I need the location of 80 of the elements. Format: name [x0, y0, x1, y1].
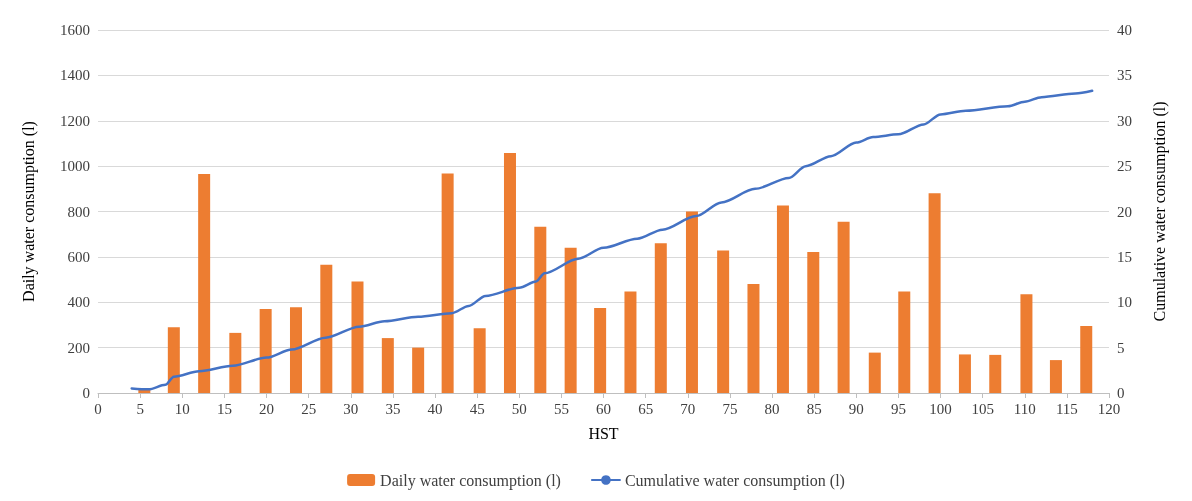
bar: [807, 251, 820, 393]
bar: [381, 338, 394, 393]
legend-label: Cumulative water consumption (l): [624, 471, 845, 490]
bar: [351, 281, 364, 393]
x-tick-label: 90: [848, 400, 864, 417]
x-tick-label: 70: [680, 400, 696, 417]
y-tick-label: 1200: [60, 112, 90, 129]
y-tick-label: 600: [67, 248, 90, 265]
y-axis-title: Daily water consumption (l): [19, 121, 38, 302]
y2-tick-label: 5: [1117, 339, 1125, 356]
bar: [685, 211, 698, 393]
y-tick-label: 1400: [60, 67, 90, 84]
y-tick-label: 0: [82, 385, 90, 401]
y2-tick-label: 20: [1117, 203, 1132, 220]
bar: [229, 332, 242, 393]
bar: [289, 307, 302, 393]
x-tick-label: 50: [511, 400, 527, 417]
x-tick-label: 55: [553, 400, 569, 417]
bar: [198, 174, 211, 393]
x-tick-label: 120: [1097, 400, 1121, 417]
bar: [441, 173, 454, 393]
bar: [958, 354, 971, 393]
x-tick-label: 105: [971, 400, 994, 417]
bar: [1020, 294, 1033, 393]
y-tick-label: 800: [67, 203, 90, 220]
bar: [776, 205, 789, 393]
bar: [473, 328, 486, 393]
x-axis-title: HST: [588, 424, 619, 442]
bar: [167, 327, 180, 393]
x-tick-label: 45: [469, 400, 485, 417]
bar: [837, 221, 850, 393]
x-tick-label: 110: [1013, 400, 1036, 417]
x-tick-label: 60: [596, 400, 611, 417]
x-tick-label: 10: [174, 400, 190, 417]
bar: [534, 226, 547, 393]
y2-tick-label: 25: [1117, 158, 1132, 175]
x-tick-label: 30: [343, 400, 359, 417]
x-tick-label: 15: [216, 400, 232, 417]
x-tick-label: 100: [929, 400, 952, 417]
y2-tick-label: 40: [1117, 22, 1132, 38]
bar: [717, 250, 730, 393]
x-tick-label: 115: [1055, 400, 1078, 417]
bar: [259, 309, 272, 393]
y2-tick-label: 35: [1117, 67, 1132, 84]
bar: [503, 152, 516, 393]
bar: [624, 291, 637, 393]
legend-label: Daily water consumption (l): [380, 471, 561, 490]
y-tick-label: 1000: [60, 158, 90, 175]
bar: [320, 264, 333, 393]
y-tick-label: 1600: [60, 22, 90, 38]
bar: [412, 347, 425, 393]
x-tick-label: 40: [427, 400, 443, 417]
bar: [989, 354, 1002, 393]
y-tick-label: 400: [67, 294, 90, 311]
bar: [868, 352, 881, 393]
bar: [654, 243, 667, 393]
bar: [1049, 360, 1062, 393]
y-tick-label: 200: [67, 339, 90, 356]
y2-tick-label: 15: [1117, 248, 1132, 265]
x-tick-label: 25: [301, 400, 317, 417]
bar: [747, 284, 760, 393]
bar: [594, 307, 607, 393]
y2-tick-label: 30: [1117, 112, 1132, 129]
bar: [898, 291, 911, 393]
x-tick-label: 95: [890, 400, 906, 417]
x-tick-label: 0: [94, 400, 102, 417]
bar: [928, 193, 941, 393]
line-series: [130, 89, 1094, 391]
x-tick-label: 85: [806, 400, 822, 417]
bar: [1080, 326, 1093, 393]
y2-tick-label: 0: [1117, 385, 1125, 401]
y2-axis-title: Cumulative water consumption (l): [1150, 101, 1169, 322]
x-tick-label: 65: [638, 400, 654, 417]
x-tick-label: 75: [722, 400, 738, 417]
y2-tick-label: 10: [1117, 294, 1132, 311]
x-tick-label: 35: [385, 400, 401, 417]
x-tick-label: 20: [259, 400, 274, 417]
bar: [564, 247, 577, 393]
x-tick-label: 80: [764, 400, 780, 417]
x-tick-label: 5: [136, 400, 144, 417]
